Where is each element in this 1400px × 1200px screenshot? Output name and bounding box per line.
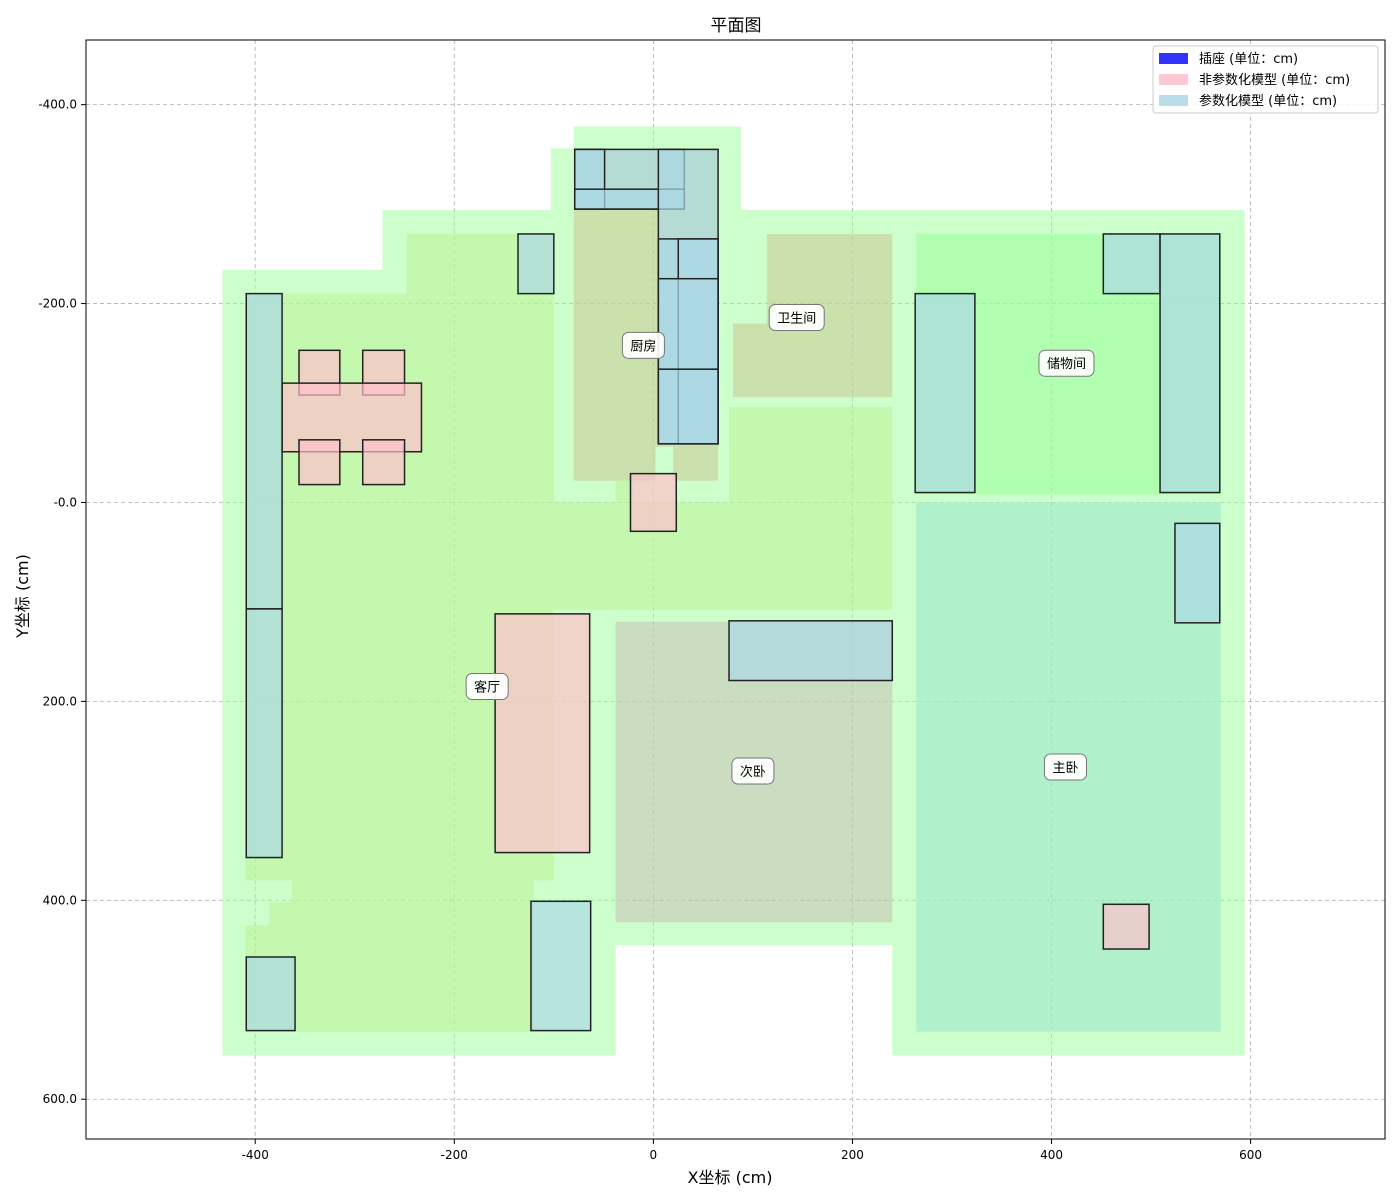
non-parametric-model bbox=[1102, 903, 1150, 950]
room-label-box bbox=[768, 303, 825, 331]
room-label-box bbox=[465, 672, 509, 700]
parametric-model bbox=[728, 620, 894, 682]
plot-frame bbox=[85, 39, 1386, 1140]
x-tick-label: 200 bbox=[841, 1148, 864, 1162]
room-label-box bbox=[731, 757, 775, 785]
room-label: 客厅 bbox=[474, 679, 500, 695]
x-tick-label: 400 bbox=[1040, 1148, 1063, 1162]
axis-tick-layer: -400 -200 0 200 400 600 -400.0 -200.0 -0.0 200.0 4… bbox=[38, 98, 1262, 1162]
y-tick-label: -200.0 bbox=[38, 297, 77, 311]
chart-title: 平面图 bbox=[711, 16, 762, 36]
x-tick-label: -400 bbox=[242, 1148, 269, 1162]
parametric-model bbox=[657, 368, 719, 445]
legend-label-outlet: 插座 (单位：cm) bbox=[1199, 52, 1298, 67]
x-tick-label: -200 bbox=[441, 1148, 468, 1162]
parametric-model bbox=[657, 277, 719, 370]
y-tick-label: -400.0 bbox=[38, 98, 77, 112]
non-parametric-model bbox=[629, 472, 678, 533]
model-layer bbox=[245, 148, 1221, 1032]
room-label: 主卧 bbox=[1052, 761, 1078, 776]
x-axis-label: X坐标 (cm) bbox=[688, 1168, 773, 1187]
room-label: 次卧 bbox=[740, 764, 766, 780]
y-tick-label: 600.0 bbox=[43, 1092, 77, 1106]
room-label: 储物间 bbox=[1047, 357, 1086, 372]
room-label: 厨房 bbox=[630, 338, 656, 354]
legend-swatch-non-parametric bbox=[1159, 74, 1188, 85]
y-tick-label: 400.0 bbox=[43, 893, 77, 907]
room-label: 卫生间 bbox=[777, 311, 816, 326]
legend-swatch-outlet bbox=[1159, 53, 1188, 64]
parametric-model bbox=[914, 292, 976, 494]
y-tick-label: 200.0 bbox=[43, 694, 77, 708]
x-tick-label: 0 bbox=[650, 1148, 658, 1162]
y-axis-label: Y坐标 (cm) bbox=[13, 554, 32, 639]
legend-box bbox=[1152, 45, 1379, 114]
non-parametric-model bbox=[361, 439, 406, 486]
legend-label-non-parametric: 非参数化模型 (单位：cm) bbox=[1199, 72, 1350, 88]
non-parametric-model bbox=[494, 613, 591, 854]
parametric-model bbox=[1159, 233, 1221, 494]
room-label-box bbox=[1038, 349, 1095, 377]
parametric-model bbox=[245, 292, 283, 610]
y-tick-label: -0.0 bbox=[54, 495, 77, 509]
room-label-box bbox=[621, 331, 665, 359]
legend-swatch-parametric bbox=[1159, 95, 1188, 106]
non-parametric-model bbox=[298, 439, 341, 486]
parametric-model bbox=[1174, 522, 1221, 624]
room-label-box bbox=[1043, 753, 1087, 781]
parametric-model bbox=[530, 900, 592, 1032]
legend-label-parametric: 参数化模型 (单位：cm) bbox=[1199, 93, 1337, 109]
parametric-model bbox=[245, 956, 296, 1032]
x-tick-label: 600 bbox=[1239, 1148, 1262, 1162]
parametric-model bbox=[1102, 233, 1161, 295]
parametric-model bbox=[517, 233, 555, 295]
legend: 插座 (单位：cm) 非参数化模型 (单位：cm) 参数化模型 (单位：cm) bbox=[1152, 45, 1379, 114]
parametric-model bbox=[245, 608, 283, 859]
